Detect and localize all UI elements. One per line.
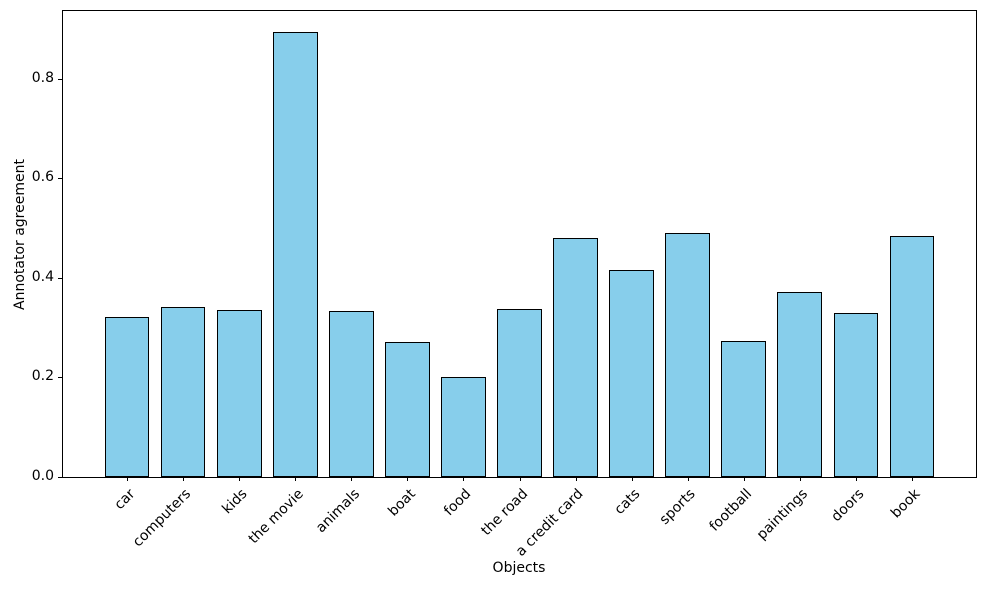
bar-computers [160, 306, 206, 477]
bar-the-road [497, 309, 542, 477]
x-tick-label-book: book [887, 486, 924, 522]
x-tick-label-boat: boat [385, 486, 419, 520]
x-tick-paintings [799, 477, 801, 481]
x-tick-label-car: car [111, 486, 139, 513]
x-tick-boat [407, 477, 409, 481]
y-axis-label-text: Annotator agreement [12, 159, 28, 310]
x-tick-football [743, 477, 745, 481]
x-tick-sports [687, 477, 689, 481]
x-tick-cats [631, 477, 633, 481]
y-tick-label-0.8: 0.8 [31, 69, 54, 86]
bar-book [889, 236, 935, 477]
x-tick-label-animals: animals [312, 486, 363, 537]
x-tick-label-cats: cats [611, 486, 643, 518]
y-tick-0.0 [58, 477, 62, 478]
bar-animals [328, 310, 374, 477]
y-tick-0.4 [58, 277, 62, 279]
bar-kids [216, 309, 262, 477]
x-tick-label-football: football [706, 486, 756, 535]
x-tick-label-food: food [441, 486, 475, 520]
bar-cats [609, 270, 655, 477]
x-tick-label-kids: kids [219, 486, 251, 518]
y-tick-label-0.4: 0.4 [31, 269, 54, 286]
x-tick-the-road [519, 477, 521, 481]
x-tick-the-movie [295, 477, 297, 481]
x-tick-food [463, 477, 465, 481]
bar-the-movie [272, 32, 318, 477]
x-tick-computers [183, 477, 184, 481]
bar-football [721, 340, 767, 477]
y-tick-0.2 [58, 377, 62, 379]
bar-paintings [777, 292, 823, 477]
x-tick-label-paintings: paintings [754, 486, 812, 544]
bar-doors [833, 313, 879, 477]
x-tick-label-the-road: the road [477, 486, 531, 539]
y-tick-0.6 [58, 178, 62, 180]
x-tick-kids [239, 477, 241, 481]
x-tick-book [912, 477, 914, 481]
y-tick-label-0.2: 0.2 [31, 368, 54, 385]
bar-car [104, 316, 150, 477]
x-tick-label-the-movie: the movie [245, 486, 307, 548]
x-tick-label-computers: computers [130, 486, 195, 551]
x-tick-animals [351, 477, 353, 481]
bar-a-credit-card [553, 237, 598, 477]
x-axis-label: Objects [492, 560, 546, 576]
bar-boat [384, 342, 430, 477]
y-tick-0.8 [58, 78, 62, 80]
plot-area: 0.0 0.2 0.4 0.6 0.8 car computers kids the movie… [32, 10, 977, 560]
x-tick-label-sports: sports [657, 486, 700, 528]
y-tick-label-0.0: 0.0 [31, 468, 54, 485]
bar-food [440, 376, 486, 477]
y-tick-label-0.6: 0.6 [31, 169, 54, 186]
x-tick-doors [855, 477, 857, 481]
x-tick-label-doors: doors [828, 486, 868, 525]
bar-sports [665, 233, 711, 477]
x-tick-car [126, 477, 128, 481]
x-tick-a-credit-card [575, 477, 577, 481]
